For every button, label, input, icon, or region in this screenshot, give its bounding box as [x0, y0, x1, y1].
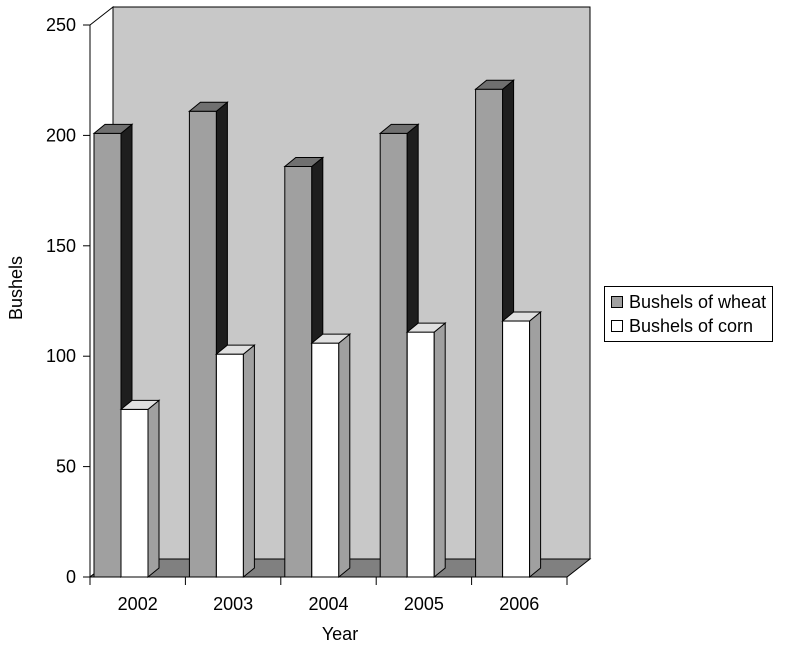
bar-top — [310, 333, 352, 344]
legend-item-corn: Bushels of corn — [611, 314, 766, 338]
y-tick-label: 250 — [46, 15, 76, 35]
bar-top — [283, 156, 325, 167]
legend-swatch-corn — [611, 320, 623, 332]
bar-front — [120, 408, 149, 578]
bar-side — [338, 333, 351, 579]
legend-swatch-wheat — [611, 296, 623, 308]
bar-top — [378, 123, 420, 134]
y-tick-label: 50 — [56, 457, 76, 477]
legend-item-wheat: Bushels of wheat — [611, 290, 766, 314]
x-axis-title: Year — [322, 624, 358, 644]
bar-front — [502, 320, 531, 578]
bar-side — [147, 399, 160, 579]
bar-corn-2004 — [310, 333, 352, 579]
bar-top — [501, 311, 543, 322]
legend: Bushels of wheat Bushels of corn — [604, 286, 774, 342]
x-tick-label: 2003 — [213, 594, 253, 614]
bar-side — [433, 322, 446, 579]
bar-corn-2006 — [501, 310, 543, 579]
bar-corn-2005 — [405, 322, 447, 579]
bar-front — [406, 331, 435, 578]
bar-top — [187, 101, 229, 112]
bar-top — [119, 399, 161, 410]
bar-front — [475, 88, 504, 578]
bar-front — [188, 110, 217, 578]
bar-corn-2003 — [214, 344, 256, 579]
bar-top — [92, 123, 134, 134]
bar-side — [242, 344, 255, 579]
y-tick-label: 200 — [46, 125, 76, 145]
legend-label-wheat: Bushels of wheat — [629, 291, 767, 312]
bar-wheat-2003 — [187, 101, 229, 579]
legend-label-corn: Bushels of corn — [629, 315, 754, 336]
chart-bars — [92, 79, 543, 579]
x-tick-label: 2002 — [118, 594, 158, 614]
bar-front — [379, 132, 408, 578]
bar-corn-2002 — [119, 399, 161, 579]
bar-top — [405, 322, 447, 333]
bar-side — [529, 310, 542, 579]
bar-top — [474, 79, 516, 90]
x-tick-label: 2004 — [308, 594, 348, 614]
y-tick-label: 100 — [46, 346, 76, 366]
bar-front — [284, 165, 313, 578]
chart-axes: 0 50 100 150 200 250 2002 2003 2004 2005 2006 — [46, 15, 568, 614]
bar-front — [311, 342, 340, 578]
bar-front — [215, 353, 244, 578]
bar-front — [93, 132, 122, 578]
y-tick-label: 150 — [46, 236, 76, 256]
bar-top — [214, 344, 256, 355]
x-tick-label: 2005 — [404, 594, 444, 614]
y-tick-label: 0 — [66, 567, 76, 587]
y-axis-title: Bushels — [6, 256, 26, 320]
x-tick-label: 2006 — [499, 594, 539, 614]
